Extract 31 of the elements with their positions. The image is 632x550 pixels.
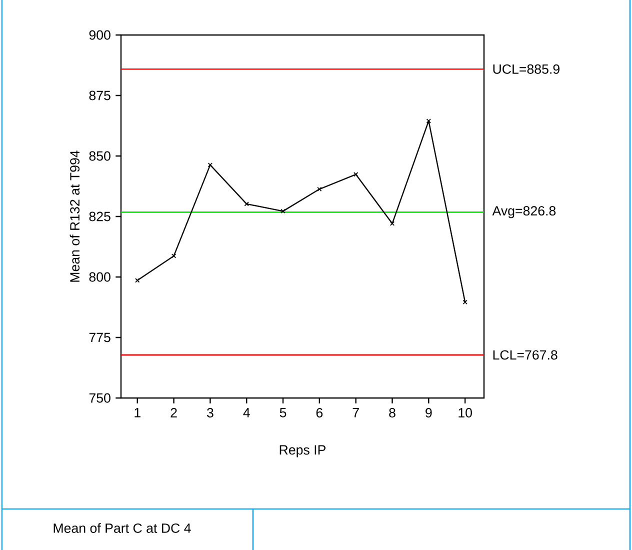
- x-tick-label: 8: [389, 408, 396, 418]
- y-tick-label: 850: [89, 151, 110, 161]
- point: [280, 208, 286, 214]
- ref-line-label: Avg=826.8: [492, 206, 556, 218]
- x-tick-label: 5: [280, 408, 286, 418]
- point: [390, 221, 395, 226]
- x-tick-label: 3: [207, 408, 214, 418]
- point: [171, 254, 176, 258]
- text: Mean of Part C at DC 4: [54, 523, 191, 533]
- x-tick-label: 7: [352, 408, 359, 418]
- y-tick-label: 775: [89, 332, 110, 342]
- x-tick-label: 9: [426, 408, 432, 418]
- x-tick-label: 1: [134, 408, 140, 418]
- point: [244, 202, 249, 206]
- y-axis-title: Mean of R132 at T994: [70, 150, 80, 282]
- y-tick-label: 750: [89, 393, 110, 403]
- x-axis-title: Reps IP: [280, 445, 326, 458]
- point: [426, 118, 432, 124]
- point: [317, 186, 322, 192]
- y-tick-label: 800: [89, 272, 110, 282]
- x-tick-label: 10: [458, 408, 472, 418]
- y-tick-label: 825: [89, 212, 110, 222]
- point: [208, 162, 213, 168]
- x-tick-label: 4: [243, 408, 250, 418]
- ref-line-label: UCL=885.9: [493, 64, 560, 74]
- point: [353, 172, 358, 177]
- ref-line-label: LCL=767.8: [493, 350, 558, 360]
- y-tick-label: 875: [89, 90, 110, 100]
- x-tick-label: 2: [170, 408, 177, 418]
- x-tick-label: 6: [316, 408, 323, 418]
- y-tick-label: 900: [89, 30, 110, 40]
